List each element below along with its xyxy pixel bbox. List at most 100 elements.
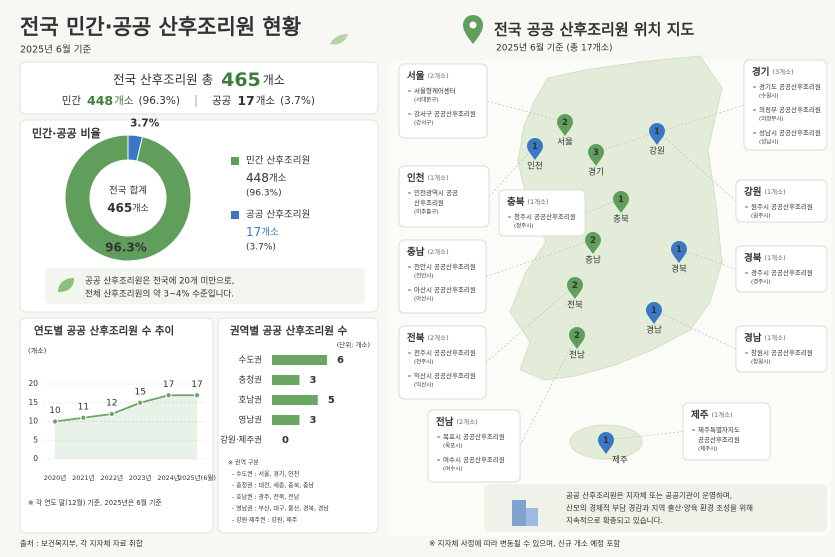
- info-text: 공공 산후조리원은 지자체 또는 공공기관이 운영하며,: [566, 490, 732, 500]
- callout-header: 제주 (1개소): [691, 409, 733, 421]
- x-tick-label: 2021년: [72, 473, 95, 482]
- callout-count: (1개소): [427, 173, 448, 182]
- region-note: - 강원·제주권 : 강원, 제주: [232, 516, 298, 524]
- callout-district: (강서구): [414, 119, 433, 127]
- callout-box: [735, 245, 828, 293]
- callout-item: 목포시 공공산후조리원: [443, 432, 505, 441]
- callout-box: [398, 63, 488, 139]
- trend-note: ※ 각 연도 말(12월) 기준, 2025년은 6월 기준: [28, 498, 162, 507]
- callout-count: (2개소): [456, 417, 477, 426]
- summary-private: 민간 448개소 (96.3%): [62, 93, 180, 108]
- legend-count: 448개소: [246, 171, 287, 185]
- summary-label: 전국 산후조리원 총: [113, 72, 213, 87]
- pie-value-label: 96.3%: [105, 241, 147, 255]
- summary-unit: 개소: [263, 73, 285, 87]
- pie-center-unit: 개소: [132, 203, 149, 214]
- callout-region: 경기: [752, 66, 769, 78]
- legend-share: (3.7%): [246, 243, 276, 253]
- callout-header: 충남 (2개소): [407, 246, 449, 258]
- callout-item: 경기도 공공산후조리원: [759, 82, 821, 91]
- callout-count: (1개소): [764, 333, 785, 342]
- pie-center-number: 465: [107, 201, 132, 215]
- map-pin-region: 제주: [612, 456, 628, 466]
- map-pin-region: 경북: [671, 264, 687, 275]
- callout-district: (성남시): [759, 138, 778, 146]
- callout-box: [743, 59, 828, 151]
- callout-region: 충북: [507, 196, 525, 208]
- public-label: 공공: [212, 95, 232, 107]
- line-point: [137, 399, 144, 406]
- map-pin-region: 강원: [649, 146, 665, 157]
- callout-box: [735, 179, 828, 223]
- connector: [605, 431, 684, 441]
- callout-count: (1개소): [764, 187, 785, 196]
- legend-label: 민간 산후조리원: [246, 156, 310, 167]
- callout-district: (여수시): [443, 465, 462, 473]
- map-pin-region: 전남: [569, 350, 585, 361]
- callout-item: 경주시 공공산후조리원: [751, 268, 813, 277]
- line-series: [54, 394, 197, 423]
- callout-region: 경북: [744, 252, 762, 264]
- map-pin-count: 1: [676, 245, 682, 255]
- bar: [272, 355, 327, 365]
- ratio-note: 공공 산후조리원은 전국에 20개 미만으로,: [85, 276, 234, 287]
- callout-district: (천안시): [414, 272, 433, 280]
- map-pin-region: 충남: [585, 256, 601, 266]
- map-title: 전국 공공 산후조리원 위치 지도: [494, 21, 694, 39]
- map-pin: [569, 327, 585, 349]
- callout-item: 원주시 공공산후조리원: [751, 202, 813, 211]
- callout-region: 충남: [407, 246, 425, 258]
- private-unit: 개소: [114, 95, 134, 107]
- line-value-label: 17: [191, 380, 202, 390]
- callout-header: 강원 (1개소): [744, 186, 786, 198]
- bar: [272, 395, 318, 405]
- y-tick-label: 20: [28, 379, 38, 388]
- panel-title: 민간·공공 비율: [32, 126, 101, 140]
- callout-count: (2개소): [427, 333, 448, 342]
- x-tick-label: 2020년: [44, 473, 67, 482]
- x-tick-label: 2022년: [101, 473, 124, 482]
- title: 전국 민간·공공 산후조리원 현황: [20, 15, 301, 39]
- callout-box: [735, 325, 828, 373]
- region-note: - 충청권 : 대전, 세종, 충북, 충남: [232, 482, 315, 490]
- map-pin: [585, 232, 601, 254]
- ratio-panel: [19, 119, 379, 313]
- legend-share: (96.3%): [246, 189, 282, 199]
- ratio-note-box: [45, 268, 365, 304]
- map-pin-count: 1: [532, 142, 538, 152]
- connector: [486, 100, 566, 123]
- callout-count: (1개소): [527, 197, 548, 206]
- connector: [595, 104, 745, 153]
- callout-item: 산후조리원: [414, 198, 444, 207]
- connector: [656, 130, 737, 202]
- map-note: ※ 지자체 사정에 따라 변동될 수 있으며, 신규 개소 예정 포함: [429, 538, 620, 548]
- map-pin-count: 1: [618, 195, 624, 205]
- callout-count: (1개소): [711, 410, 732, 419]
- map-pin-count: 1: [603, 436, 609, 446]
- map-pin: [527, 138, 543, 160]
- callout-header: 경기 (3개소): [752, 66, 794, 78]
- callout-count: (2개소): [427, 71, 448, 80]
- map-pin-count: 2: [562, 118, 568, 128]
- callout-district: (목포시): [443, 443, 462, 450]
- map-pin: [588, 144, 604, 166]
- callout-box: [498, 189, 586, 237]
- map-pin-region: 전북: [567, 300, 583, 311]
- map-pin: [613, 191, 629, 213]
- line-area: [55, 395, 197, 459]
- bar-category: 호남권: [239, 395, 262, 406]
- pie-center-label: 전국 합계: [109, 185, 147, 197]
- bar: [272, 415, 300, 425]
- callout-item: 청주시 공공산후조리원: [514, 212, 576, 221]
- date: 2025년 6월 기준: [20, 44, 91, 56]
- public-count: 17: [237, 93, 254, 108]
- callout-region: 제주: [691, 409, 709, 421]
- y-axis-label: (개소): [28, 346, 47, 355]
- summary-total-value: 465: [221, 69, 261, 91]
- private-label: 민간: [62, 95, 82, 107]
- callout-box: [398, 239, 487, 314]
- bar-value-label: 0: [282, 435, 289, 446]
- callout-header: 전북 (2개소): [407, 332, 449, 344]
- info-text: 산모의 경제적 부담 경감과 지역 출산·양육 환경 조성을 위해: [566, 503, 753, 513]
- callout-box: [398, 325, 487, 400]
